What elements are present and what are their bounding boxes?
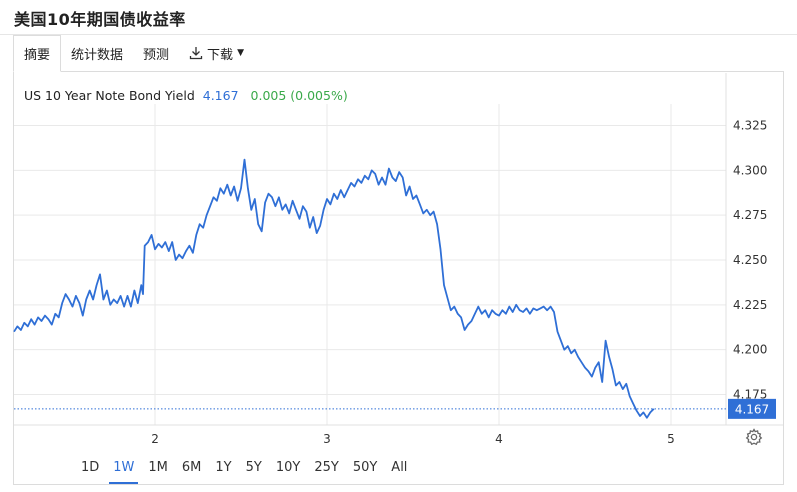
tab-statistics[interactable]: 统计数据 [61, 35, 133, 71]
tab-summary[interactable]: 摘要 [13, 35, 62, 72]
range-1w[interactable]: 1W [106, 455, 141, 484]
range-50y[interactable]: 50Y [352, 460, 378, 475]
page-title: 美国10年期国债收益率 [14, 10, 186, 29]
range-5y[interactable]: 5Y [245, 460, 262, 475]
range-all[interactable]: All [391, 460, 408, 475]
download-icon [189, 47, 203, 60]
y-tick-label: 4.300 [733, 163, 767, 177]
series-line [13, 158, 655, 419]
y-tick-label: 4.175 [733, 388, 767, 402]
y-tick-label: 4.325 [733, 119, 767, 133]
tab-download-label: 下载 [207, 47, 234, 63]
y-tick-label: 4.200 [733, 343, 767, 357]
gear-icon[interactable] [745, 428, 763, 446]
range-10y[interactable]: 10Y [275, 460, 301, 475]
range-1m[interactable]: 1M [148, 460, 168, 475]
chevron-down-icon: ▼ [237, 48, 244, 58]
tab-statistics-label: 统计数据 [71, 47, 124, 63]
y-tick-label: 4.250 [733, 253, 767, 267]
range-6m[interactable]: 6M [181, 460, 202, 475]
range-1y[interactable]: 1Y [215, 460, 232, 475]
legend-series-name: US 10 Year Note Bond Yield [24, 88, 195, 103]
last-value-tag [728, 398, 776, 419]
legend-series-value: 4.167 [202, 88, 239, 103]
x-tick-label: 5 [667, 432, 675, 446]
legend-series-change: 0.005 (0.005%) [250, 88, 348, 103]
x-tick-label: 3 [323, 432, 331, 446]
tab-bar: 摘要 统计数据 预测 下载 ▼ [13, 35, 784, 72]
tab-summary-label: 摘要 [24, 48, 51, 63]
chart-legend: US 10 Year Note Bond Yield 4.167 0.005 (… [24, 88, 348, 103]
tab-forecast-label: 预测 [143, 47, 170, 63]
range-25y[interactable]: 25Y [314, 460, 339, 475]
last-value-label: 4.167 [735, 402, 769, 416]
x-tick-label: 4 [495, 432, 503, 446]
tab-forecast[interactable]: 预测 [133, 35, 179, 71]
header-divider [0, 34, 797, 35]
range-1d[interactable]: 1D [81, 460, 100, 475]
tab-download[interactable]: 下载 ▼ [179, 35, 254, 71]
y-tick-label: 4.275 [733, 208, 767, 222]
x-tick-label: 2 [151, 432, 159, 446]
range-selector: 1D 1W 1M 6M 1Y 5Y 10Y 25Y 50Y All [14, 452, 784, 484]
y-tick-label: 4.225 [733, 298, 767, 312]
chart-frame [13, 72, 784, 485]
